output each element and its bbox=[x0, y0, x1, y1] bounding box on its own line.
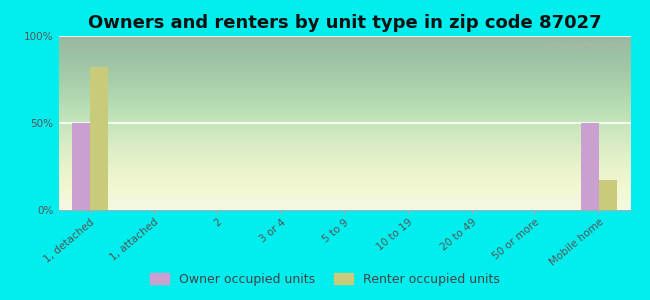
Bar bbox=[599, 180, 616, 210]
Text: City-Data.com: City-Data.com bbox=[545, 41, 619, 51]
Bar bbox=[581, 123, 599, 210]
Legend: Owner occupied units, Renter occupied units: Owner occupied units, Renter occupied un… bbox=[146, 268, 504, 291]
Bar bbox=[73, 123, 90, 210]
Title: Owners and renters by unit type in zip code 87027: Owners and renters by unit type in zip c… bbox=[88, 14, 601, 32]
Bar bbox=[90, 67, 108, 210]
